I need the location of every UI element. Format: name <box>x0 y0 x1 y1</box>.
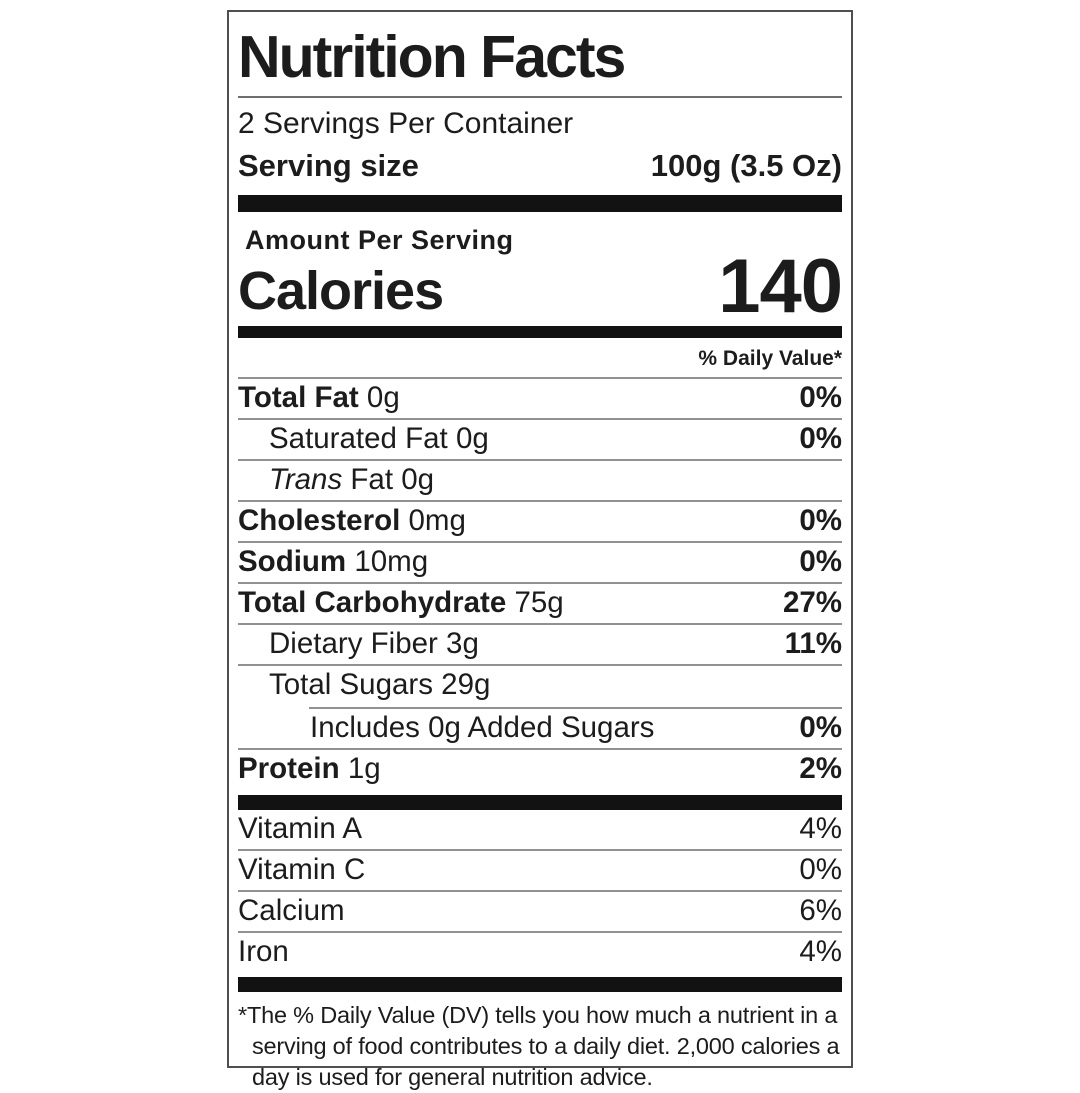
row-total-carbohydrate: Total Carbohydrate 75g 27% <box>238 584 842 626</box>
nutrient-name: Includes 0g Added Sugars <box>310 711 655 745</box>
nutrient-name: Total Carbohydrate <box>238 586 507 620</box>
divider-indented-rule <box>309 707 842 710</box>
micronutrient-dv: 4% <box>799 812 842 846</box>
nutrient-dv: 0% <box>799 711 842 745</box>
divider-thick-bar <box>238 977 842 993</box>
label-title: Nutrition Facts <box>238 12 842 98</box>
nutrient-amount: 10mg <box>346 545 429 579</box>
micronutrient-dv: 6% <box>799 894 842 928</box>
nutrient-name: Dietary Fiber 3g <box>269 627 479 661</box>
nutrient-name: Total Sugars 29g <box>269 668 491 702</box>
micronutrient-name: Iron <box>238 935 289 969</box>
daily-value-header: % Daily Value* <box>238 338 842 380</box>
row-trans-fat: Trans Fat 0g <box>238 461 842 503</box>
row-vitamin-c: Vitamin C 0% <box>238 851 842 893</box>
nutrient-amount: 75g <box>506 586 564 620</box>
servings-per-container: 2 Servings Per Container <box>238 107 574 140</box>
divider-thick-bar <box>238 795 842 811</box>
footnote: *The % Daily Value (DV) tells you how mu… <box>238 992 842 1093</box>
row-calcium: Calcium 6% <box>238 892 842 934</box>
nutrient-dv: 0% <box>799 381 842 415</box>
serving-size-value: 100g (3.5 Oz) <box>650 148 842 183</box>
divider-medium-bar <box>238 326 842 339</box>
row-total-fat: Total Fat 0g 0% <box>238 379 842 421</box>
nutrient-amount: 0g <box>358 381 400 415</box>
nutrient-name: Total Fat <box>238 381 359 415</box>
nutrient-amount: 0mg <box>400 504 466 538</box>
row-saturated-fat: Saturated Fat 0g 0% <box>238 420 842 462</box>
row-iron: Iron 4% <box>238 933 842 974</box>
nutrient-name: Cholesterol <box>238 504 401 538</box>
nutrient-dv: 0% <box>799 422 842 456</box>
nutrient-dv: 2% <box>799 752 842 786</box>
micronutrient-name: Vitamin C <box>238 853 366 887</box>
row-added-sugars: Includes 0g Added Sugars 0% <box>238 709 842 751</box>
nutrient-dv: 11% <box>784 627 842 661</box>
nutrient-dv: 0% <box>799 504 842 538</box>
row-sodium: Sodium 10mg 0% <box>238 543 842 585</box>
row-protein: Protein 1g 2% <box>238 750 842 791</box>
amount-per-serving-label: Amount Per Serving <box>245 225 514 255</box>
row-total-sugars: Total Sugars 29g <box>238 666 842 707</box>
calories-row: Calories 140 <box>238 244 843 329</box>
micronutrient-name: Calcium <box>238 894 345 928</box>
nutrient-name: Sodium <box>238 545 347 579</box>
calories-label: Calories <box>238 261 444 322</box>
nutrient-amount: 1g <box>339 752 381 786</box>
nutrient-dv: 27% <box>782 586 842 620</box>
micronutrient-name: Vitamin A <box>238 812 363 846</box>
nutrition-facts-label: Nutrition Facts 2 Servings Per Container… <box>227 10 853 1090</box>
row-vitamin-a: Vitamin A 4% <box>238 810 842 852</box>
serving-size-row: Serving size 100g (3.5 Oz) <box>238 144 842 195</box>
serving-size-label: Serving size <box>238 148 419 183</box>
nutrient-amount: Fat 0g <box>342 463 435 497</box>
footnote-text: The % Daily Value (DV) tells you how muc… <box>246 1002 840 1091</box>
nutrient-name: Saturated Fat 0g <box>269 422 489 456</box>
micronutrient-dv: 4% <box>799 935 842 969</box>
calories-value: 140 <box>718 244 843 329</box>
nutrient-dv: 0% <box>799 545 842 579</box>
nutrient-name-italic: Trans <box>269 463 343 497</box>
divider-thick-bar <box>238 195 842 212</box>
row-cholesterol: Cholesterol 0mg 0% <box>238 502 842 544</box>
micronutrient-dv: 0% <box>799 853 842 887</box>
footnote-asterisk: * <box>238 1002 247 1029</box>
nutrient-name: Protein <box>238 752 340 786</box>
row-dietary-fiber: Dietary Fiber 3g 11% <box>238 625 842 667</box>
